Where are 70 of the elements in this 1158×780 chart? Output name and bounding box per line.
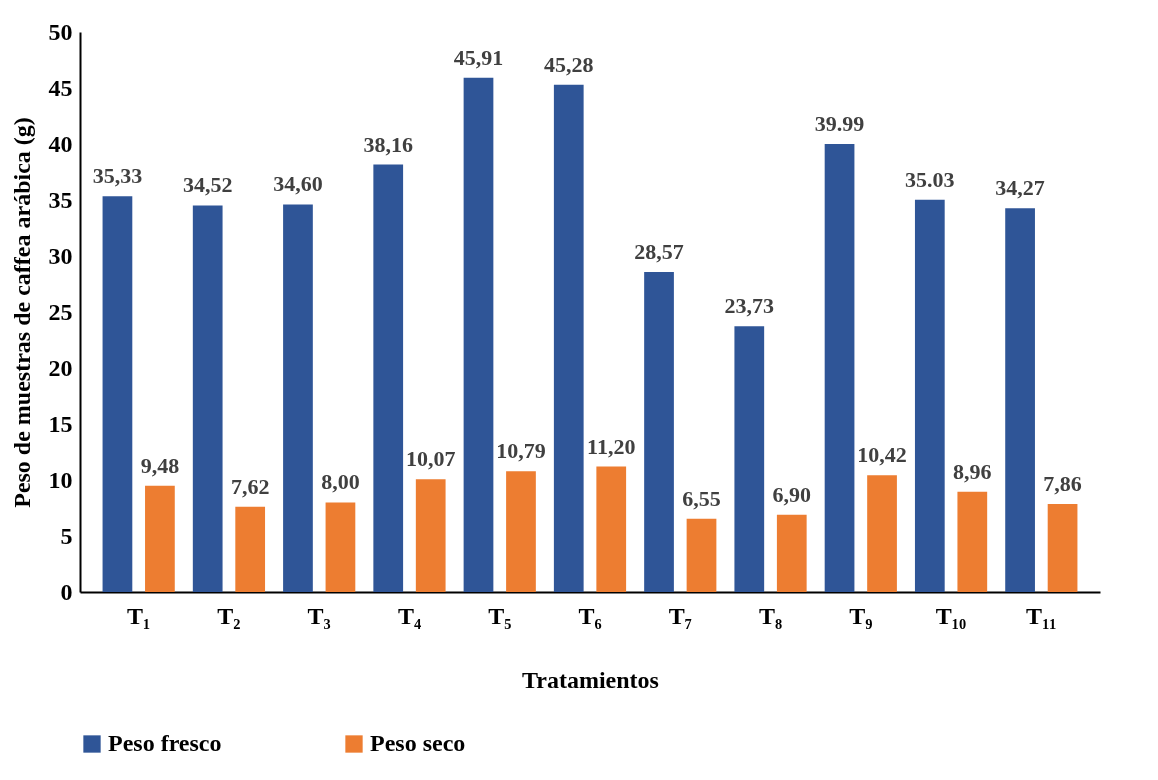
bar xyxy=(145,485,175,592)
bar xyxy=(734,326,765,592)
bar xyxy=(776,514,807,592)
x-tick-label: T₂ xyxy=(217,602,241,629)
y-axis-title: Peso de muestras de caffea arábica (g) xyxy=(8,117,35,508)
x-tick-label: T₁₀ xyxy=(935,602,967,629)
bar xyxy=(415,479,446,592)
x-tick-label: T₃ xyxy=(307,602,331,629)
y-tick-label: 5 xyxy=(60,522,73,549)
data-label: 10,07 xyxy=(405,446,456,472)
legend-label: Peso seco xyxy=(370,730,466,756)
data-label: 8,00 xyxy=(321,469,360,495)
x-axis-title: Tratamientos xyxy=(522,666,659,693)
data-label: 7,62 xyxy=(230,473,270,499)
bar xyxy=(914,199,945,592)
y-tick-label: 45 xyxy=(48,74,73,101)
data-label: 10,42 xyxy=(857,442,907,468)
bar xyxy=(686,518,717,592)
data-label: 11,20 xyxy=(587,433,636,459)
data-label: 28,57 xyxy=(634,239,684,265)
bar xyxy=(553,84,584,592)
bar xyxy=(283,204,313,592)
data-label: 10,79 xyxy=(496,438,546,464)
data-label: 38,16 xyxy=(363,131,413,157)
y-tick-label: 10 xyxy=(48,466,73,493)
x-tick-label: T₄ xyxy=(397,602,422,629)
y-tick-label: 40 xyxy=(48,130,73,157)
data-label: 34,60 xyxy=(273,171,323,197)
y-tick-label: 30 xyxy=(48,242,73,269)
y-tick-label: 15 xyxy=(48,410,73,437)
data-label: 45,28 xyxy=(544,51,594,77)
bar xyxy=(235,506,266,592)
bar xyxy=(1047,503,1078,592)
data-label: 45,91 xyxy=(453,44,504,70)
legend-label: Peso fresco xyxy=(108,730,222,756)
y-tick-label: 50 xyxy=(48,18,73,45)
data-label: 35,33 xyxy=(92,163,143,189)
data-label: 7,86 xyxy=(1043,470,1082,496)
x-tick-label: T₇ xyxy=(668,602,692,629)
data-label: 34,27 xyxy=(995,175,1045,201)
data-label: 23,73 xyxy=(724,293,775,319)
bar xyxy=(325,502,356,592)
data-label: 8,96 xyxy=(953,458,992,484)
bar xyxy=(102,196,133,592)
x-tick-label: T₅ xyxy=(488,602,512,629)
y-tick-label: 25 xyxy=(48,298,73,325)
data-label: 6,90 xyxy=(772,481,812,507)
data-label: 39.99 xyxy=(814,111,865,137)
data-label: 9,48 xyxy=(140,452,180,478)
bar xyxy=(867,475,897,592)
x-tick-label: T₁₁ xyxy=(1026,602,1057,629)
bar xyxy=(824,144,855,592)
bar xyxy=(463,77,494,592)
y-tick-label: 35 xyxy=(48,186,73,213)
bar xyxy=(596,466,627,592)
bar xyxy=(506,471,536,592)
data-label: 6,55 xyxy=(682,485,721,511)
y-tick-label: 20 xyxy=(48,354,73,381)
y-tick-label: 0 xyxy=(60,578,73,605)
x-tick-label: T₁ xyxy=(127,602,151,629)
bar xyxy=(957,491,988,592)
bar xyxy=(192,205,223,592)
data-label: 35.03 xyxy=(905,166,955,192)
bar xyxy=(1005,208,1035,592)
data-label: 34,52 xyxy=(182,172,233,198)
x-tick-label: T₉ xyxy=(849,602,873,629)
bar xyxy=(644,272,674,592)
x-tick-label: T₈ xyxy=(758,602,783,629)
bar xyxy=(373,164,404,592)
x-tick-label: T₆ xyxy=(578,602,602,629)
